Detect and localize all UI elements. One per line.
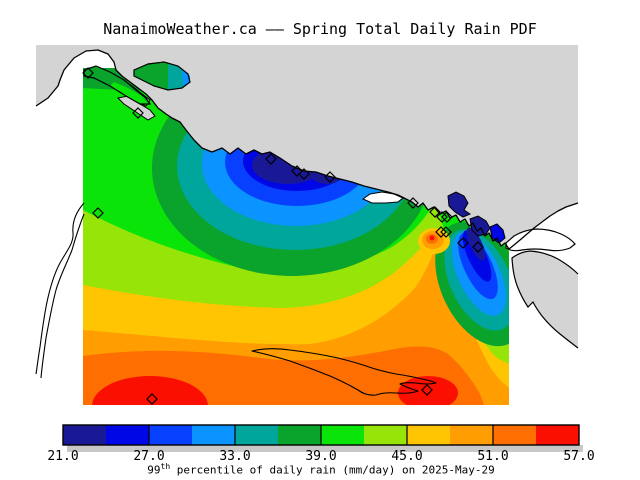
station-marker [441,211,453,223]
colorbar-tick-label: 27.0 [133,449,165,464]
islet-navy-2 [469,215,491,237]
colorbar-segment [321,425,364,445]
colorbar-tick-label: 45.0 [391,449,423,464]
station-marker [435,226,447,238]
colorbar-segments [63,425,579,445]
colorbar-segment [278,425,321,445]
colorbar [62,424,583,452]
colorbar-segment [407,425,450,445]
colorbar-tick-label: 57.0 [563,449,595,464]
station-marker [440,226,452,238]
colorbar-segment [493,425,536,445]
caption-superscript: th [160,462,171,471]
colorbar-segment [192,425,235,445]
land-spit-b [116,95,156,121]
station-marker [407,197,419,209]
colorbar-segment [235,425,278,445]
island-gabriola [512,251,578,348]
island-mudge [505,228,576,252]
station-marker [291,165,303,177]
colorbar-segment [63,425,106,445]
colorbar-segment [149,425,192,445]
colorbar-caption: 99th percentile of daily rain (mm/day) o… [147,462,494,477]
contour-band-54-57-west [92,376,208,405]
station-marker [472,241,484,253]
coastline-island-valdes [251,348,437,396]
station-marker [132,107,144,119]
islet-navy-1 [447,191,472,218]
station-marker [146,393,158,405]
colorbar-segment [536,425,579,445]
island-west [83,65,152,105]
colorbar-tick-label: 21.0 [47,449,79,464]
colorbar-tick-label: 33.0 [219,449,251,464]
station-marker [265,153,277,165]
island-east-outline [133,61,191,91]
coastline-mainland [35,49,579,250]
page-title: NanaimoWeather.ca —— Spring Total Daily … [103,20,537,38]
caption-prefix: 99 [147,463,161,477]
land-mainland [36,45,578,249]
coastline-river-2 [40,213,85,379]
colorbar-segment [450,425,493,445]
station-marker [421,384,433,396]
colorbar-tick-label: 51.0 [477,449,509,464]
station-markers [82,67,484,405]
island-east-blue-tip [182,70,190,86]
station-marker [429,206,441,218]
island-west-outline [83,65,152,105]
station-marker [324,171,336,183]
colorbar-segment [364,425,407,445]
hotspot-54-57 [429,235,435,241]
station-marker [82,67,94,79]
caption-rest: percentile of daily rain (mm/day) on 202… [170,463,495,477]
coastline-river-1 [35,202,85,375]
colorbar-segment [106,425,149,445]
station-marker [457,237,469,249]
colorbar-shadow [67,445,583,452]
island-east [133,61,191,91]
station-marker [298,168,310,180]
island-gabriola-outline [511,250,579,349]
colorbar-tick-label: 39.0 [305,449,337,464]
station-marker [92,207,104,219]
colorbar-tick-lines [148,425,494,445]
station-marker [436,211,448,223]
island-west-tip [110,82,148,104]
